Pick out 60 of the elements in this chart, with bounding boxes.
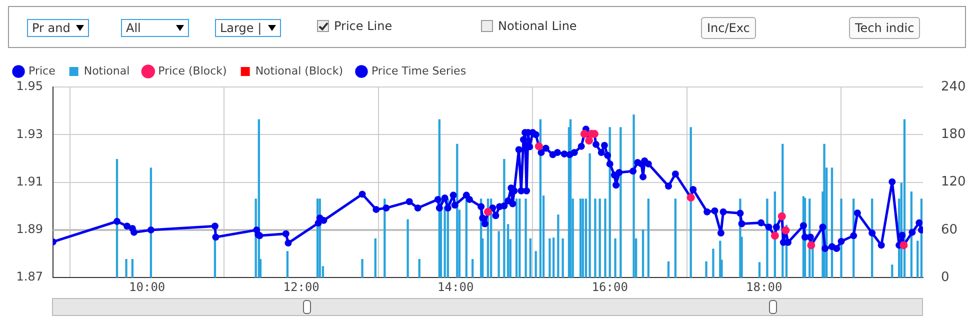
bar xyxy=(374,238,376,278)
bar xyxy=(916,240,919,278)
bar xyxy=(286,251,289,278)
text: Large | xyxy=(220,21,262,35)
y2-tick-label: 240 xyxy=(941,79,966,94)
y-tick-label: 1.87 xyxy=(16,270,43,284)
y2-tick-label: 0 xyxy=(941,270,950,285)
bar xyxy=(579,198,582,278)
bar xyxy=(674,198,676,278)
bar xyxy=(562,238,564,278)
y-tick-label: 1.93 xyxy=(16,126,43,141)
bar xyxy=(125,259,128,278)
bar xyxy=(758,262,761,278)
x-tick-label: 18:00 xyxy=(746,280,782,294)
bar xyxy=(705,261,708,278)
bar xyxy=(418,259,420,278)
legend-label: Price xyxy=(28,64,56,78)
text: All xyxy=(126,21,141,35)
bar xyxy=(529,238,532,278)
bar xyxy=(471,259,474,278)
bar xyxy=(594,198,596,278)
bar xyxy=(557,214,560,278)
text: Price Line xyxy=(334,19,392,33)
bar xyxy=(667,261,670,278)
text: Pr and xyxy=(32,21,70,35)
y2-tick-label: 180 xyxy=(941,127,966,142)
bar xyxy=(614,238,616,278)
bar xyxy=(588,153,591,278)
text: Tech indic xyxy=(855,21,914,35)
bar xyxy=(642,230,644,278)
legend-label: Price (Block) xyxy=(158,64,227,78)
text: Notional Line xyxy=(498,19,577,33)
bar xyxy=(361,259,364,278)
legend-label: Notional (Block) xyxy=(255,64,343,78)
y-tick-label: 1.95 xyxy=(16,79,43,94)
bar xyxy=(406,219,409,278)
y-tick-label: 1.89 xyxy=(16,222,43,236)
bar xyxy=(498,231,500,278)
bar xyxy=(598,198,601,278)
bar xyxy=(524,198,527,278)
bar xyxy=(647,198,650,278)
x-tick-label: 16:00 xyxy=(592,280,628,294)
x-tick-label: 10:00 xyxy=(129,280,166,294)
x-tick-label: 12:00 xyxy=(283,280,320,294)
x-tick-label: 14:00 xyxy=(438,280,474,294)
y2-tick-label: 120 xyxy=(941,174,966,190)
y-tick-label: 1.91 xyxy=(16,174,43,188)
bar xyxy=(891,264,894,278)
legend-label: Notional xyxy=(84,64,130,78)
bar xyxy=(582,198,584,278)
bar xyxy=(604,198,606,278)
legend-label: Price Time Series xyxy=(371,64,466,78)
text: Inc/Exc xyxy=(707,21,750,35)
bar xyxy=(131,259,134,278)
bar xyxy=(518,198,521,278)
bar xyxy=(534,251,537,278)
y2-tick-label: 60 xyxy=(941,222,958,238)
bar xyxy=(552,238,555,278)
bar xyxy=(548,238,551,278)
bar xyxy=(712,248,714,278)
